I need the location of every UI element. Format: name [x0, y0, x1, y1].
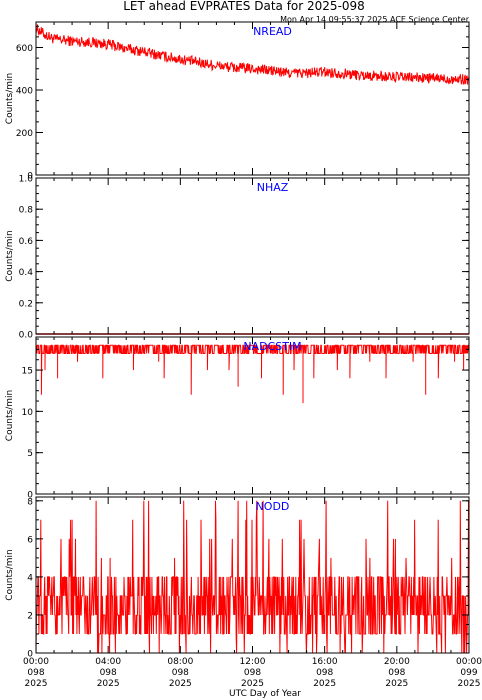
panel-label-nhaz: NHAZ [257, 181, 289, 194]
y-axis-label: Counts/min [5, 549, 15, 600]
y-tick-label: 600 [16, 44, 33, 54]
y-tick-label: 0.4 [19, 268, 34, 278]
panel-label-nadcstim: NADCSTIM [243, 340, 301, 353]
panel-frame [35, 336, 470, 495]
panels-group: 0200400600NREADCounts/min0.00.20.40.60.8… [5, 21, 482, 689]
x-tick-label-year: 2025 [97, 679, 120, 689]
panel-label-nodd: NODD [256, 500, 290, 513]
x-tick-label-year: 2025 [458, 679, 481, 689]
y-tick-label: 1.0 [19, 175, 34, 185]
y-tick-label: 6 [27, 535, 33, 545]
x-tick-label-time: 00:00 [23, 657, 49, 667]
y-tick-label: 0 [27, 172, 33, 182]
x-tick-label-time: 16:00 [312, 657, 338, 667]
panel-nread: 0 200 400 600 NREAD Counts/min [5, 21, 470, 182]
x-tick-label-doy: 099 [460, 668, 477, 678]
x-tick-label-year: 2025 [25, 679, 48, 689]
x-tick-label-doy: 098 [388, 668, 405, 678]
y-tick-label: 0.0 [19, 331, 34, 341]
y-tick-label: 0.6 [19, 237, 34, 247]
y-tick-label: 8 [27, 497, 33, 507]
x-tick-label-year: 2025 [385, 679, 408, 689]
chart-title: LET ahead EVPRATES Data for 2025-098 [123, 0, 365, 13]
x-tick-label-time: 12:00 [240, 657, 266, 667]
y-tick-label: 200 [16, 129, 33, 139]
series-line-nodd [35, 500, 470, 654]
y-tick-label: 10 [22, 408, 34, 418]
panel-frame [35, 177, 470, 335]
x-tick-label-year: 2025 [241, 679, 264, 689]
x-tick-label-doy: 098 [172, 668, 189, 678]
x-tick-label-time: 20:00 [384, 657, 410, 667]
y-axis-label: Counts/min [5, 230, 15, 281]
x-tick-label-doy: 098 [244, 668, 261, 678]
x-tick-label-time: 00:00 [456, 657, 482, 667]
panel-nadcstim: 0 5 10 15 NADCSTIM Counts/min [5, 336, 470, 501]
series-line-nread [35, 24, 470, 85]
panel-nodd: 0 2 4 6 8 NODD Counts/min [5, 496, 470, 660]
x-axis-label: UTC Day of Year [229, 689, 301, 699]
series-line-nadcstim [35, 344, 470, 404]
panel-label-nread: NREAD [253, 25, 292, 38]
x-tick-label-doy: 098 [27, 668, 44, 678]
y-tick-label: 400 [16, 87, 33, 97]
x-tick-label-time: 04:00 [95, 657, 121, 667]
panel-nhaz: 0.0 0.2 0.4 0.6 0.8 1.0 NHAZ Counts/min [5, 175, 470, 341]
y-tick-label: 0.2 [19, 299, 33, 309]
y-tick-label: 5 [27, 449, 33, 459]
y-tick-label: 0 [27, 491, 33, 501]
y-tick-label: 4 [27, 573, 33, 583]
x-tick-label-time: 08:00 [167, 657, 193, 667]
y-tick-label: 0.8 [19, 206, 34, 216]
y-tick-label: 2 [27, 611, 33, 621]
y-axis-label: Counts/min [5, 390, 15, 441]
y-axis-label: Counts/min [5, 73, 15, 124]
y-tick-label: 15 [22, 367, 33, 377]
x-tick-label-doy: 098 [316, 668, 333, 678]
x-tick-label-year: 2025 [169, 679, 192, 689]
generation-timestamp: Mon Apr 14 09:55:37 2025 ACE Science Cen… [280, 15, 470, 24]
y-tick-label: 0 [27, 650, 33, 660]
x-tick-label-doy: 098 [100, 668, 117, 678]
x-tick-label-year: 2025 [313, 679, 336, 689]
